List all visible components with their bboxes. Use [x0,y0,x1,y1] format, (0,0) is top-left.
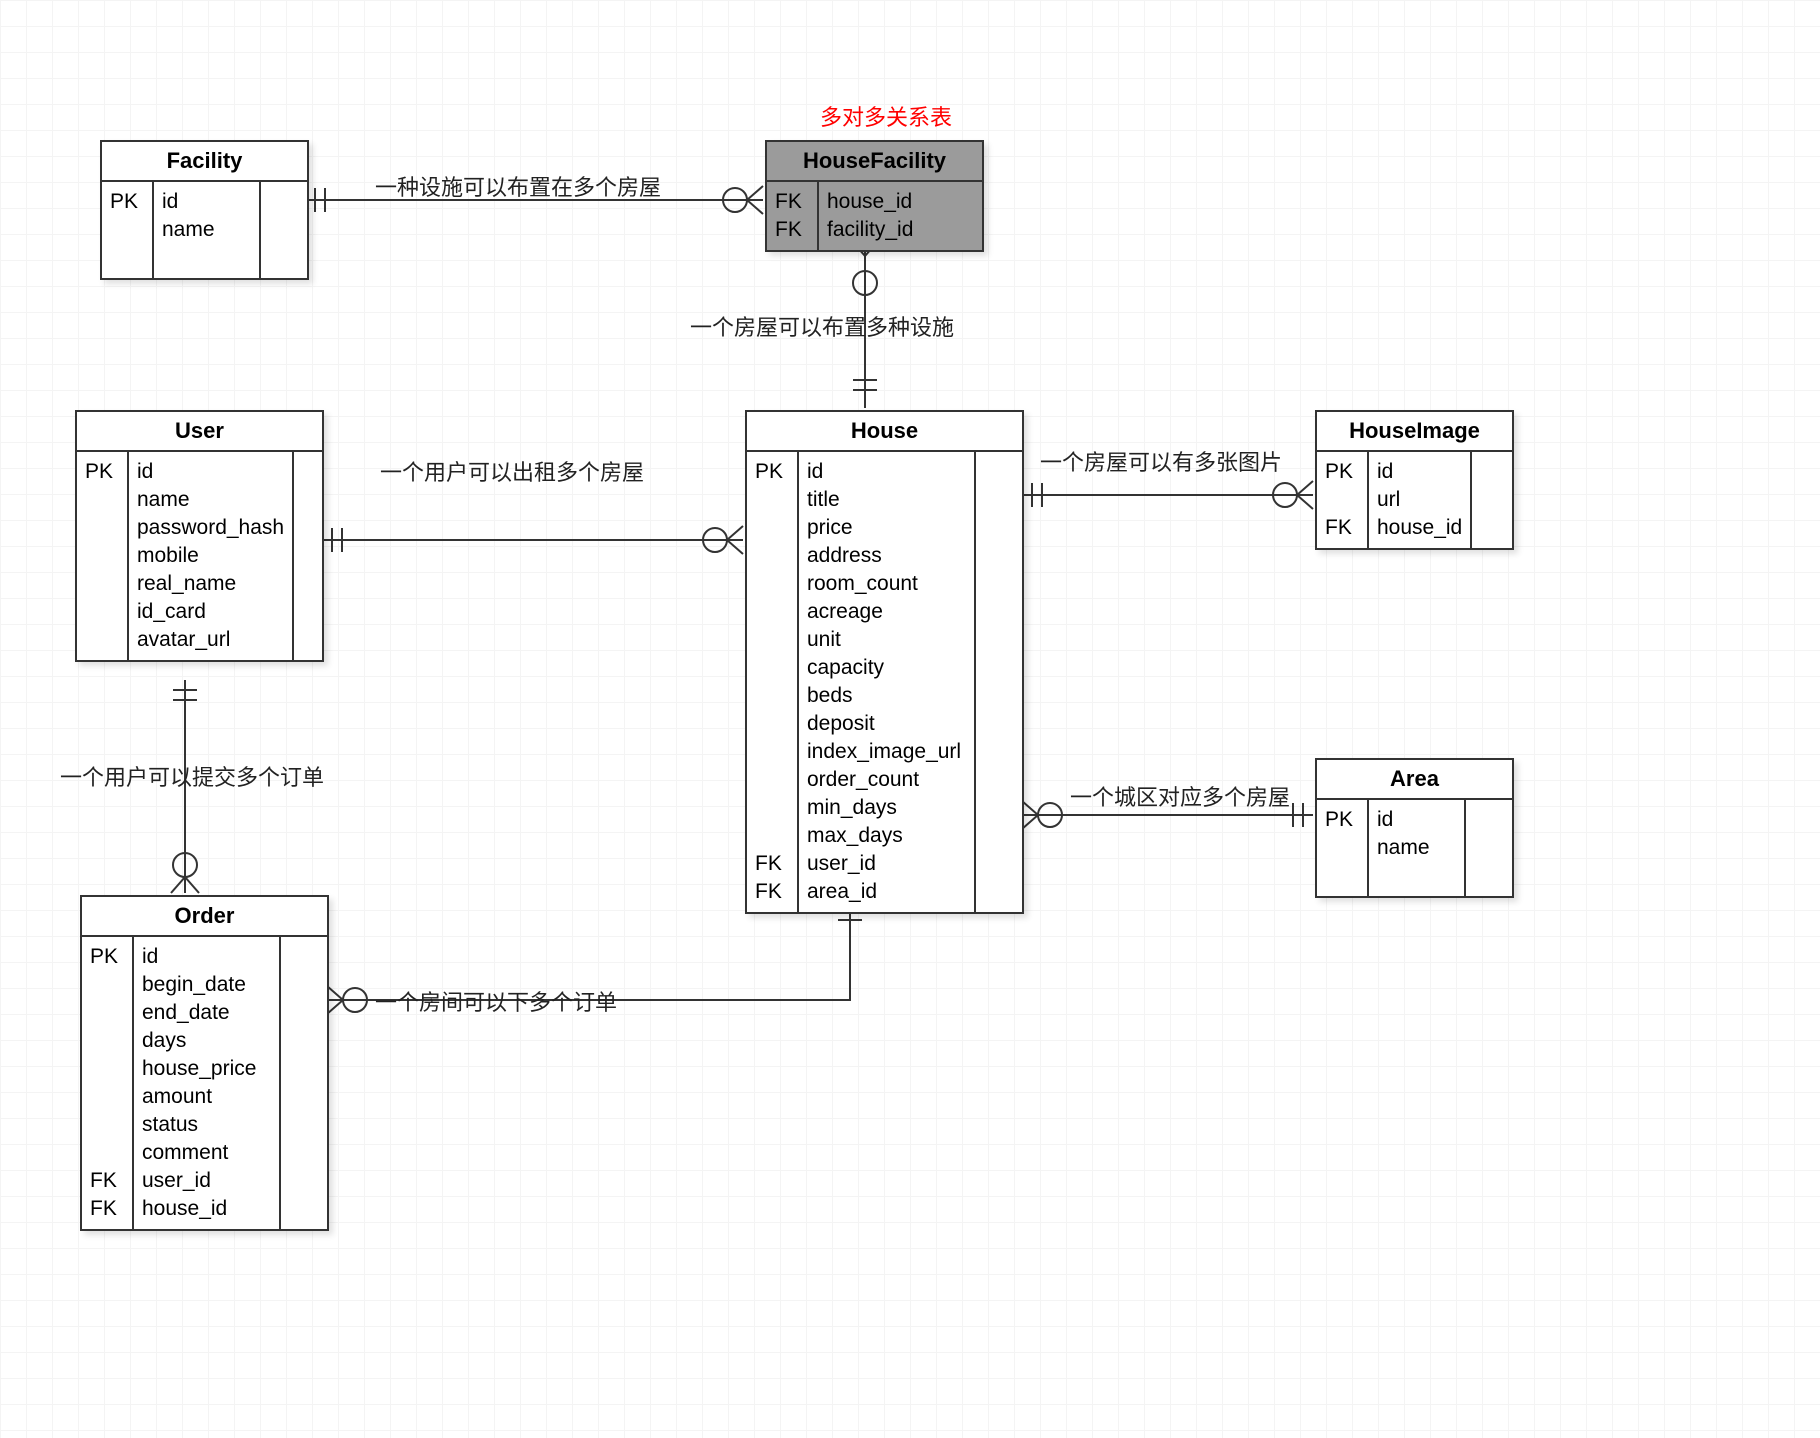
entity-title: HouseImage [1317,412,1512,452]
entity-title: User [77,412,322,452]
entity-house-image: HouseImagePK FKidurlhouse_id [1315,410,1514,550]
attrs-column: idbegin_dateend_datedayshouse_priceamoun… [134,937,279,1229]
attrs-column: idtitlepriceaddressroom_countacreageunit… [799,452,974,912]
entity-facility: FacilityPK idname [100,140,309,280]
rel-label-house-facilities: 一个房屋可以布置多种设施 [690,310,954,342]
attrs-column: idnamepassword_hashmobilereal_nameid_car… [129,452,292,660]
attrs-column: idname [154,182,259,278]
entity-area: AreaPK idname [1315,758,1514,898]
spacer-column [1464,800,1512,896]
spacer-column [292,452,340,660]
entity-title: Facility [102,142,307,182]
attrs-column: house_idfacility_id [819,182,982,250]
rel-label-user-orders: 一个用户可以提交多个订单 [60,760,324,792]
key-column: PK [102,182,154,278]
key-column: PK [1317,800,1369,896]
spacer-column [259,182,307,278]
spacer-column [1470,452,1518,548]
key-column: PK FK [1317,452,1369,548]
entity-house-facility: HouseFacilityFKFKhouse_idfacility_id [765,140,984,252]
entity-title: Area [1317,760,1512,800]
spacer-column [279,937,327,1229]
entity-title: House [747,412,1022,452]
rel-label-user-house: 一个用户可以出租多个房屋 [380,455,644,487]
key-column: PK FKFK [82,937,134,1229]
key-column: PK FKFK [747,452,799,912]
many-to-many-caption: 多对多关系表 [820,100,952,132]
entity-order: OrderPK FKFKidbegin_dateend_datedayshous… [80,895,329,1231]
attrs-column: idurlhouse_id [1369,452,1470,548]
rel-label-house-orders: 一个房间可以下多个订单 [375,985,617,1017]
key-column: FKFK [767,182,819,250]
entity-house: HousePK FKFKidtitlepriceaddressroom_coun… [745,410,1024,914]
entity-title: Order [82,897,327,937]
rel-label-facility-house: 一种设施可以布置在多个房屋 [375,170,661,202]
entity-title: HouseFacility [767,142,982,182]
entity-user: UserPK idnamepassword_hashmobilereal_nam… [75,410,324,662]
attrs-column: idname [1369,800,1464,896]
rel-label-area-houses: 一个城区对应多个房屋 [1070,780,1290,812]
key-column: PK [77,452,129,660]
rel-label-house-images: 一个房屋可以有多张图片 [1040,445,1282,477]
spacer-column [974,452,1022,912]
